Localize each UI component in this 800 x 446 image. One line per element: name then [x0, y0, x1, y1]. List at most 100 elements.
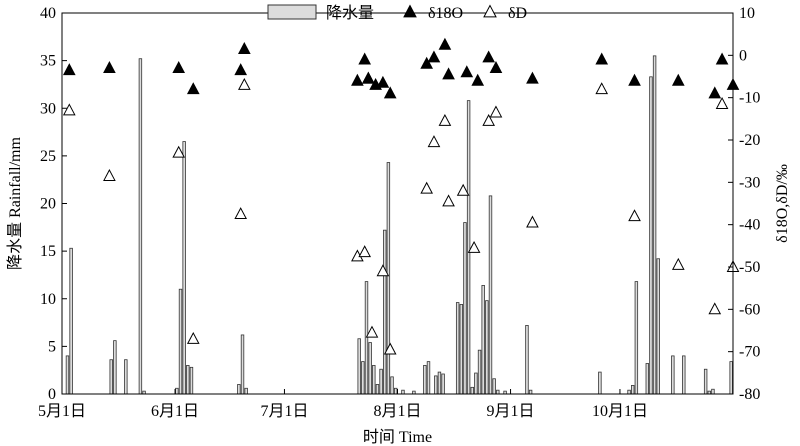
- x-tick-label: 8月1日: [373, 403, 421, 420]
- dD-point: [365, 325, 379, 338]
- rainfall-bar: [474, 372, 478, 395]
- rainfall-bar: [361, 361, 365, 395]
- rainfall-bar: [703, 368, 708, 395]
- dD-point: [628, 209, 641, 222]
- rainfall-bar: [492, 378, 496, 395]
- left-y-tick-label: 10: [40, 291, 56, 308]
- rainfall-bar: [182, 141, 186, 395]
- rainfall-bar: [652, 55, 657, 395]
- legend: 降水量 δ18O δD: [267, 4, 527, 22]
- left-y-tick-label: 35: [40, 53, 56, 70]
- rainfall-bar: [463, 222, 467, 395]
- rainfall-bar: [656, 258, 660, 395]
- d18O-point: [471, 73, 485, 86]
- plot-frame: [61, 12, 734, 395]
- rainfall-bar: [426, 361, 431, 395]
- legend-bar-swatch: [267, 4, 317, 20]
- d18O-point: [460, 65, 474, 78]
- rainfall-bar: [488, 195, 493, 395]
- rainfall-bar: [390, 376, 394, 395]
- d18O-point: [383, 86, 397, 99]
- d18O-point: [361, 71, 375, 84]
- rainfall-bar: [477, 349, 482, 395]
- rainfall-bar: [466, 100, 471, 395]
- left-y-tick-label: 25: [40, 148, 56, 165]
- dD-point: [595, 82, 609, 95]
- rainfall-bar: [496, 389, 500, 395]
- rainfall-bar: [631, 385, 635, 395]
- d18O-point: [427, 50, 441, 63]
- d18O-point: [482, 50, 495, 63]
- d18O-point: [438, 37, 452, 50]
- rainfall-bars: [65, 55, 733, 395]
- rainfall-bar: [383, 229, 387, 395]
- dD-point: [62, 103, 76, 116]
- legend-label-d18O: δ18O: [428, 5, 463, 22]
- axis-ticks: 0 5 10 15 20 25 30 35 40 -80 -70 -60 -50 -40 -30 -20 -10…: [38, 5, 760, 420]
- rainfall-bar: [364, 281, 369, 395]
- d18O-point: [238, 41, 251, 54]
- rainfall-bar: [175, 387, 179, 395]
- dD-point: [103, 168, 116, 181]
- rainfall-bar: [485, 300, 489, 395]
- rainfall-bar: [372, 365, 376, 395]
- rainfall-bar: [189, 366, 194, 395]
- rainfall-bar: [240, 334, 245, 395]
- rainfall-bar: [649, 76, 653, 395]
- d18O-point: [489, 61, 503, 73]
- dD-point: [238, 77, 251, 90]
- rainfall-bar: [423, 365, 427, 395]
- x-tick-label: 7月1日: [260, 403, 308, 420]
- rainfall-bar: [186, 365, 190, 395]
- dD-point: [482, 113, 495, 126]
- right-y-tick-label: -30: [739, 174, 760, 191]
- left-y-tick-label: 20: [40, 196, 56, 213]
- x-tick-label: 5月1日: [38, 403, 86, 420]
- d18O-point: [186, 82, 200, 95]
- dD-point: [442, 194, 455, 207]
- dD-point: [456, 183, 470, 196]
- rainfall-bar: [671, 355, 675, 395]
- dD-point: [715, 97, 729, 109]
- dD-point: [467, 240, 481, 253]
- d18O-point: [442, 67, 455, 80]
- dD-point: [671, 257, 685, 270]
- x-tick-label: 9月1日: [487, 403, 535, 420]
- rainfall-bar: [401, 389, 405, 395]
- dD-point: [383, 342, 397, 355]
- rainfall-bar: [437, 371, 442, 395]
- dD-point: [376, 264, 390, 277]
- right-y-tick-label: -50: [739, 259, 760, 276]
- d18O-point: [708, 86, 722, 99]
- d18O-point: [358, 52, 372, 65]
- rainfall-bar: [627, 389, 631, 395]
- dD-point: [427, 135, 441, 148]
- left-y-axis-title: 降水量 Rainfall/mm: [6, 137, 24, 270]
- rainfall-bar: [729, 361, 733, 395]
- right-y-tick-label: -40: [739, 217, 760, 234]
- rainfall-bar: [124, 359, 128, 395]
- right-y-axis-title: δ18O,δD/‰: [774, 164, 791, 243]
- dD-point: [708, 302, 722, 315]
- left-y-tick-label: 5: [48, 338, 56, 355]
- right-y-tick-label: -70: [739, 344, 760, 361]
- d18O-point: [420, 56, 434, 69]
- rainfall-bar: [357, 338, 361, 395]
- x-tick-label: 6月1日: [151, 403, 199, 420]
- rainfall-bar: [711, 388, 715, 395]
- left-y-tick-label: 15: [40, 243, 56, 260]
- right-y-tick-label: -20: [739, 132, 760, 149]
- d18O-point: [62, 63, 76, 76]
- x-axis-title: 时间 Time: [363, 428, 432, 446]
- legend-dD-marker: [483, 4, 497, 18]
- d18O-point: [595, 52, 609, 65]
- d18O-point: [715, 52, 729, 65]
- isotope-markers: [62, 37, 740, 355]
- d18O-point: [172, 61, 186, 73]
- rainfall-bar: [441, 373, 445, 395]
- rainfall-bar: [109, 359, 113, 395]
- right-y-tick-label: -10: [739, 90, 760, 107]
- right-y-tick-label: 10: [739, 5, 755, 22]
